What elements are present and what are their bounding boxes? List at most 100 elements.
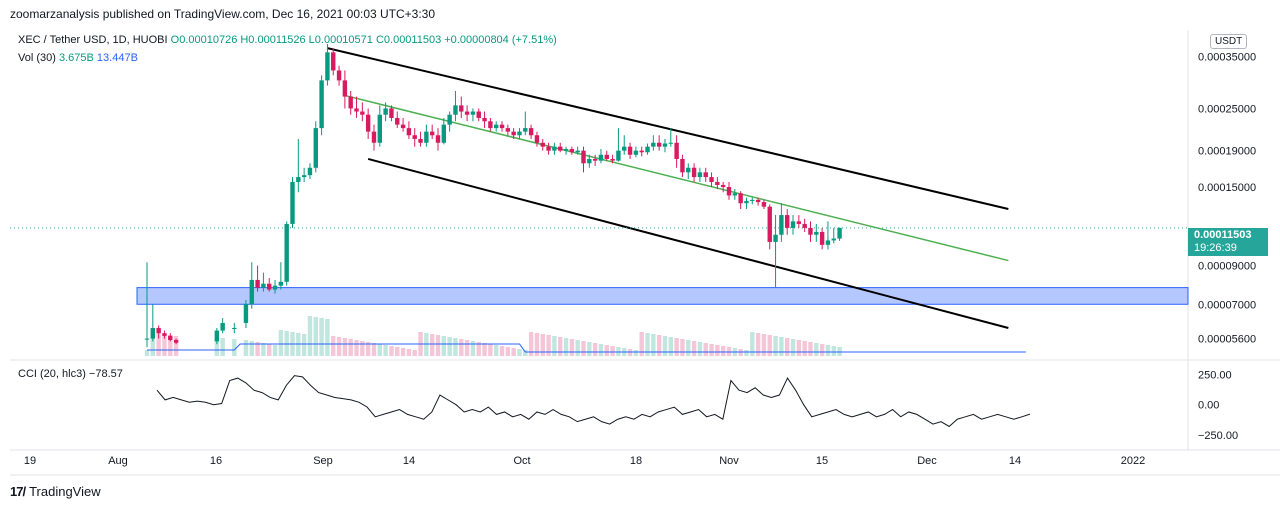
candle-body: [703, 172, 708, 178]
volume-bar: [523, 350, 528, 356]
candle-body: [808, 227, 813, 235]
volume-bar: [429, 334, 435, 356]
volume-label[interactable]: Vol (30): [18, 52, 56, 64]
volume-bar: [325, 319, 330, 356]
volume-bar: [546, 335, 551, 356]
candle-body: [773, 234, 778, 242]
candle-body: [825, 240, 831, 245]
channel-midline: [344, 94, 1009, 262]
candle-body: [325, 52, 330, 81]
volume-bar: [383, 345, 388, 356]
volume-bar: [645, 333, 650, 356]
volume-bar: [563, 338, 569, 356]
candle-body: [319, 80, 324, 129]
candle-body: [715, 181, 720, 185]
candle-body: [505, 128, 511, 132]
volume-bar: [575, 340, 580, 356]
volume-bar: [750, 332, 755, 356]
candle-body: [639, 150, 644, 153]
volume-bar: [243, 340, 249, 356]
candle-body: [656, 142, 662, 147]
volume-bar: [505, 347, 511, 356]
candle-body: [243, 304, 249, 323]
volume-bar: [709, 344, 714, 356]
candle-body: [400, 124, 406, 129]
candle-body: [331, 52, 336, 71]
channel-upper-line: [327, 47, 1009, 211]
date-tick-label: Nov: [719, 455, 739, 467]
volume-bar: [354, 340, 359, 356]
volume-bar: [348, 339, 353, 356]
cci-line: [156, 375, 1031, 428]
candle-body: [307, 167, 313, 176]
volume-bar: [691, 341, 697, 356]
volume-bar: [482, 343, 487, 356]
candle-body: [517, 131, 522, 136]
date-tick-label: 18: [630, 455, 642, 467]
candle-body: [278, 281, 284, 286]
candle-body: [563, 149, 569, 151]
candle-body: [214, 330, 220, 342]
volume-bar: [790, 339, 796, 356]
volume-bar: [360, 341, 365, 356]
volume-bar: [342, 338, 348, 356]
candle-body: [441, 124, 447, 143]
price-tick-label: 0.00007000: [1198, 299, 1256, 311]
date-tick-label: 19: [24, 455, 36, 467]
volume-bar: [476, 342, 481, 356]
volume-bar: [744, 350, 749, 356]
candle-body: [395, 117, 400, 125]
volume-bar: [528, 332, 534, 356]
volume-bar: [720, 346, 726, 356]
last-price-label: 0.00011503 19:26:39: [1188, 228, 1268, 256]
candle-body: [785, 215, 790, 228]
volume-bar: [703, 343, 708, 356]
symbol-name[interactable]: XEC / Tether USD, 1D, HUOBI: [18, 34, 168, 46]
volume-bar: [331, 336, 336, 356]
volume-bar: [464, 340, 470, 356]
candle-body: [220, 322, 225, 331]
candle-body: [494, 124, 499, 129]
tradingview-logo-icon[interactable]: 17/: [10, 484, 26, 499]
volume-bar: [319, 318, 324, 356]
candle-body: [162, 333, 167, 336]
volume-bar: [767, 335, 772, 356]
candle-body: [627, 146, 633, 155]
candle-body: [814, 231, 819, 235]
cci-label[interactable]: CCI (20, hlc3): [18, 368, 86, 380]
candle-body: [831, 238, 836, 241]
candle-body: [267, 283, 272, 290]
volume-bar: [301, 334, 307, 356]
candle-body: [592, 158, 598, 161]
currency-button[interactable]: USDT: [1210, 34, 1248, 49]
candle-body: [645, 146, 650, 153]
candle-body: [616, 150, 621, 161]
candle-body: [156, 327, 161, 334]
date-tick-label: 14: [403, 455, 415, 467]
publish-header: zoomarzanalysis published on TradingView…: [10, 7, 436, 21]
volume-bar: [674, 338, 679, 356]
candle-body: [534, 135, 540, 143]
volume-bar: [365, 342, 371, 356]
volume-bar: [540, 334, 545, 356]
volume-bar: [313, 317, 318, 356]
candle-body: [598, 154, 604, 161]
volume-bar: [819, 344, 825, 356]
date-tick-label: 14: [1009, 455, 1021, 467]
cci-tick-label: −250.00: [1198, 430, 1238, 442]
volume-bar: [592, 343, 598, 356]
cci-value: −78.57: [88, 368, 123, 380]
candle-body: [622, 146, 627, 151]
candle-body: [802, 223, 807, 228]
candle-body: [819, 231, 825, 245]
countdown-timer: 19:26:39: [1194, 242, 1237, 254]
candle-body: [424, 131, 429, 143]
volume-bar: [267, 344, 272, 356]
candle-body: [558, 146, 563, 151]
footer-brand[interactable]: TradingView: [29, 484, 101, 499]
candle-body: [610, 158, 615, 161]
candle-body: [697, 172, 703, 178]
candle-body: [383, 108, 388, 115]
volume-bar: [441, 336, 447, 356]
